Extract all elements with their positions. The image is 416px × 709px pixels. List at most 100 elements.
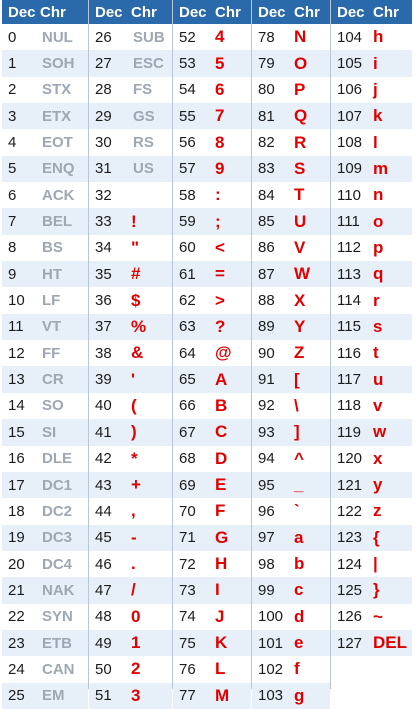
chr-value: DC3 [42,529,73,547]
chr-value: = [215,264,225,284]
chr-value: " [131,237,140,257]
dec-value: 89 [258,318,275,336]
table-row: 64 @ [173,340,251,366]
dec-value: 13 [8,371,25,389]
dec-value: 61 [179,265,196,283]
chr-value: HT [42,265,62,283]
chr-value: US [133,160,154,178]
chr-value: FF [42,344,61,362]
table-column: Dec Chr 78 N 79 O 80 P 81 Q 82 R 83 S 84 T 85 U 86 V 87 W 88 X 8… [251,0,330,709]
table-row: 18 DC2 [2,498,88,524]
dec-value: 10 [8,292,25,310]
chr-value: ` [294,501,300,521]
chr-value: s [373,316,383,336]
dec-value: 121 [337,476,363,494]
chr-value: STX [42,81,72,99]
dec-value: 117 [337,371,361,389]
chr-value: SYN [42,608,73,626]
chr-value: } [373,580,380,600]
table-row: 47 / [89,577,172,604]
column-rows: 104 h 105 i 106 j 107 k 108 l 109 m 110 n 111 o 112 p 113 q… [331,24,412,689]
dec-value: 33 [95,213,112,231]
chr-value: v [373,395,383,415]
table-row: 4 EOT [2,129,88,155]
table-row: 51 3 [89,682,172,709]
dec-value: 119 [337,423,361,441]
table-row: 33! [89,208,172,235]
table-row: 50 2 [89,656,172,682]
table-row: 67 C [173,419,251,446]
dec-value: 73 [179,581,196,599]
chr-value: J [215,606,225,626]
chr-value: T [294,185,305,205]
table-row: 30 RS [89,129,172,155]
column-header: Dec Chr [173,0,251,24]
dec-value: 103 [258,687,284,705]
table-row: 103 g [252,682,330,709]
table-row: 43 + [89,471,172,499]
dec-value: 19 [8,529,25,547]
dec-value: 94 [258,450,275,468]
table-row: 23 ETB [2,629,88,657]
table-row: 79 O [252,50,330,77]
dec-value: 27 [95,55,112,73]
table-row: 106 j [331,77,412,103]
dec-value: 40 [95,397,112,415]
table-row: 56 8 [173,129,251,155]
table-row: 71 G [173,524,251,551]
chr-value: CR [42,371,64,389]
table-row: 9 HT [2,261,88,288]
dec-value: 77 [179,687,196,705]
dec-value: 4 [8,134,17,152]
table-row: 70 F [173,498,251,524]
table-row: 95 _ [252,471,330,499]
table-row: 66 B [173,393,251,419]
chr-value: > [215,290,225,310]
dec-value: 44 [95,502,112,520]
table-row: 21 NAK [2,577,88,604]
dec-value: 64 [179,344,196,362]
table-row: 32 [89,182,172,208]
dec-value: 110 [337,186,361,204]
dec-value: 102 [258,660,284,678]
chr-value: @ [215,343,232,363]
table-row: 76 L [173,656,251,682]
dec-value: 79 [258,55,275,73]
dec-value: 63 [179,318,196,336]
chr-value: SI [42,423,57,441]
table-row: 97 a [252,524,330,551]
table-row: 127 DEL [331,629,412,657]
chr-value: Z [294,343,305,363]
dec-value: 9 [8,265,17,283]
dec-value: 82 [258,134,275,152]
dec-value: 12 [8,344,25,362]
table-row: 125} [331,577,412,604]
chr-value: S [294,158,306,178]
dec-value: 34 [95,239,112,257]
chr-value: A [215,369,228,389]
chr-value: z [373,501,382,521]
chr-value: ' [131,369,136,389]
table-row: 81 Q [252,103,330,130]
chr-value: SUB [133,28,165,46]
header-dec-label: Dec [179,3,207,21]
dec-value: 88 [258,292,275,310]
chr-value: 6 [215,79,225,99]
chr-value: VT [42,318,62,336]
chr-value: CAN [42,660,75,678]
chr-value: a [294,527,304,547]
table-row: 91 [ [252,366,330,393]
dec-value: 71 [179,529,196,547]
table-row: 63? [173,313,251,341]
dec-value: 108 [337,134,363,152]
table-row: 126 ~ [331,604,412,630]
table-row: 101 e [252,629,330,657]
header-chr-label: Chr [373,3,399,21]
chr-value: q [373,264,384,284]
dec-value: 114 [337,292,361,310]
dec-value: 111 [337,213,360,231]
table-row: 105 i [331,50,412,77]
chr-value: N [294,27,307,47]
dec-value: 11 [8,318,24,336]
chr-value: R [294,132,307,152]
